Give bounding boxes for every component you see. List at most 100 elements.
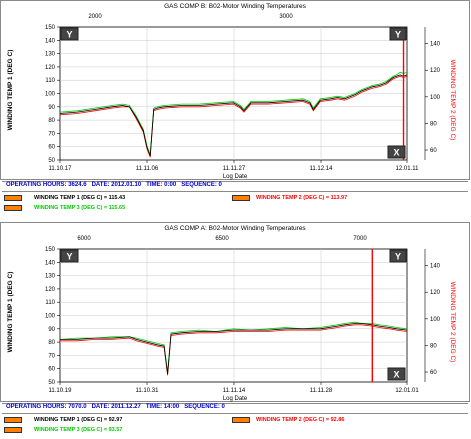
bottom-tick-label: 12.01.01 xyxy=(395,388,419,394)
cursor-info-text: OPERATING HOURS: 7070.0 DATE: 2011.12.27 T… xyxy=(6,404,230,410)
y-button-label: Y xyxy=(395,30,401,40)
y-zoom-button-right[interactable]: Y xyxy=(389,249,407,263)
bottom-axis-ticks: 11.10.19 11.10.31 11.11.14 11.11.28 12.01.01 xyxy=(49,382,419,394)
left-tick-label: 60 xyxy=(48,367,55,373)
top-axis-tick: 2000 xyxy=(88,14,102,20)
top-axis-tick: 6000 xyxy=(77,236,91,242)
left-tick-label: 70 xyxy=(48,353,55,359)
left-tick-label: 50 xyxy=(48,158,55,164)
cursor-info-bar: OPERATING HOURS: 7070.0 DATE: 2011.12.27 T… xyxy=(2,403,468,413)
legend-swatch xyxy=(4,427,22,433)
bottom-tick-label: 11.11.28 xyxy=(310,388,333,394)
left-tick-label: 140 xyxy=(45,260,56,266)
y-zoom-button-left[interactable]: Y xyxy=(60,27,79,41)
bottom-tick-label: 11.10.31 xyxy=(136,388,160,394)
info-time: TIME: 0:00 xyxy=(146,182,177,188)
series-line-2 xyxy=(59,75,408,158)
bottom-tick-label: 11.10.19 xyxy=(49,388,73,394)
right-tick-label: 120 xyxy=(430,290,441,296)
info-time: TIME: 14:00 xyxy=(145,404,180,410)
bottom-tick-label: 12.01.11 xyxy=(396,166,420,172)
legend-swatch xyxy=(4,195,22,201)
left-tick-label: 100 xyxy=(45,92,56,98)
series-line-1 xyxy=(59,74,408,157)
left-tick-label: 50 xyxy=(48,380,55,386)
chart-title: GAS COMP A: B02-Motor Winding Temperatur… xyxy=(164,225,306,232)
right-axis-label: WINDING TEMP 2 (DEG C) xyxy=(449,282,456,363)
x-axis-label: Log Date xyxy=(223,396,248,402)
left-tick-label: 90 xyxy=(48,105,55,111)
right-axis-label: WINDING TEMP 2 (DEG C) xyxy=(449,60,456,141)
left-tick-label: 110 xyxy=(45,300,55,306)
series-line-1 xyxy=(60,323,408,375)
legend-label: WINDING TEMP 1 (DEG C) = 92.97 xyxy=(34,417,123,423)
bottom-axis-ticks: 11.10.17 11.11.06 11.11.27 11.12.14 12.01.11 xyxy=(49,160,420,172)
x-button-label: X xyxy=(393,148,399,158)
right-tick-label: 80 xyxy=(430,343,437,349)
chart-title: GAS COMP B: B02-Motor Winding Temperatur… xyxy=(164,3,306,10)
left-axis-ticks: 150 140 130 120 110 100 90 80 70 60 50 xyxy=(45,247,60,386)
legend-swatch xyxy=(232,417,250,423)
top-axis-tick: 3000 xyxy=(279,14,293,20)
x-zoom-button[interactable]: X xyxy=(387,367,406,381)
top-axis-ticks: 6000 6500 7000 xyxy=(77,236,367,242)
chart-panel-gas-comp-a: GAS COMP A: B02-Motor Winding Temperatur… xyxy=(0,222,471,439)
right-tick-label: 60 xyxy=(430,370,437,376)
chart-svg-gas-comp-b: GAS COMP B: B02-Motor Winding Temperatur… xyxy=(0,0,470,180)
right-tick-label: 60 xyxy=(430,148,437,154)
right-tick-label: 140 xyxy=(430,42,441,48)
legend-label: WINDING TEMP 2 (DEG C) = 113.97 xyxy=(256,195,348,201)
info-sequence: SEQUENCE: 0 xyxy=(181,182,222,188)
y-zoom-button-left[interactable]: Y xyxy=(60,249,79,263)
operating-hours: OPERATING HOURS: 3624.6 xyxy=(6,182,87,188)
info-date: DATE: 2012.01.10 xyxy=(91,182,142,188)
top-axis-ticks: 2000 3000 xyxy=(88,14,293,20)
left-tick-label: 80 xyxy=(48,340,55,346)
chart-panel-gas-comp-b: GAS COMP B: B02-Motor Winding Temperatur… xyxy=(0,0,471,217)
info-sequence: SEQUENCE: 0 xyxy=(184,404,225,410)
left-tick-label: 80 xyxy=(48,118,55,124)
series-line-2 xyxy=(60,324,408,376)
legend-swatch xyxy=(232,195,250,201)
left-tick-label: 120 xyxy=(45,287,56,293)
legend-label: WINDING TEMP 3 (DEG C) = 93.57 xyxy=(34,427,123,433)
legend-swatch xyxy=(4,205,22,211)
left-tick-label: 60 xyxy=(48,145,55,151)
y-button-label: Y xyxy=(66,252,72,262)
left-tick-label: 110 xyxy=(45,78,55,84)
left-axis-label: WINDING TEMP 1 (DEG C) xyxy=(7,272,14,353)
left-tick-label: 90 xyxy=(48,327,55,333)
left-axis-ticks: 150 140 130 120 110 100 90 80 70 60 50 xyxy=(45,25,60,164)
left-tick-label: 130 xyxy=(45,274,56,280)
right-axis-ticks: 140 120 100 80 60 xyxy=(424,27,441,160)
left-tick-label: 150 xyxy=(45,247,56,253)
y-button-label: Y xyxy=(395,252,401,262)
x-button-label: X xyxy=(393,370,399,380)
left-axis-label: WINDING TEMP 1 (DEG C) xyxy=(7,50,14,131)
x-axis-label: Log Date xyxy=(223,174,248,180)
right-tick-label: 100 xyxy=(430,95,441,101)
top-axis-tick: 6500 xyxy=(215,236,229,242)
plot-area xyxy=(59,26,408,161)
x-zoom-button[interactable]: X xyxy=(387,145,406,159)
legend: WINDING TEMP 1 (DEG C) = 92.97 WINDING T… xyxy=(2,413,468,438)
right-tick-label: 120 xyxy=(430,68,441,74)
right-tick-label: 100 xyxy=(430,317,441,323)
series-line-3 xyxy=(59,71,408,155)
top-axis-tick: 7000 xyxy=(353,236,367,242)
cursor-info-text: OPERATING HOURS: 3624.6 DATE: 2012.01.10 T… xyxy=(6,182,227,188)
y-zoom-button-right[interactable]: Y xyxy=(389,27,407,41)
bottom-tick-label: 11.12.14 xyxy=(310,166,334,172)
bottom-tick-label: 11.11.14 xyxy=(223,388,246,394)
right-tick-label: 140 xyxy=(430,264,441,270)
left-tick-label: 100 xyxy=(45,314,56,320)
left-tick-label: 120 xyxy=(45,65,56,71)
legend-label: WINDING TEMP 1 (DEG C) = 115.43 xyxy=(34,195,126,201)
left-tick-label: 150 xyxy=(45,25,56,31)
bottom-tick-label: 11.11.27 xyxy=(223,166,246,172)
right-axis-ticks: 140 120 100 80 60 xyxy=(424,249,441,382)
operating-hours: OPERATING HOURS: 7070.0 xyxy=(6,404,87,410)
legend-label: WINDING TEMP 2 (DEG C) = 92.86 xyxy=(256,417,345,423)
y-button-label: Y xyxy=(66,30,72,40)
legend-swatch xyxy=(4,417,22,423)
